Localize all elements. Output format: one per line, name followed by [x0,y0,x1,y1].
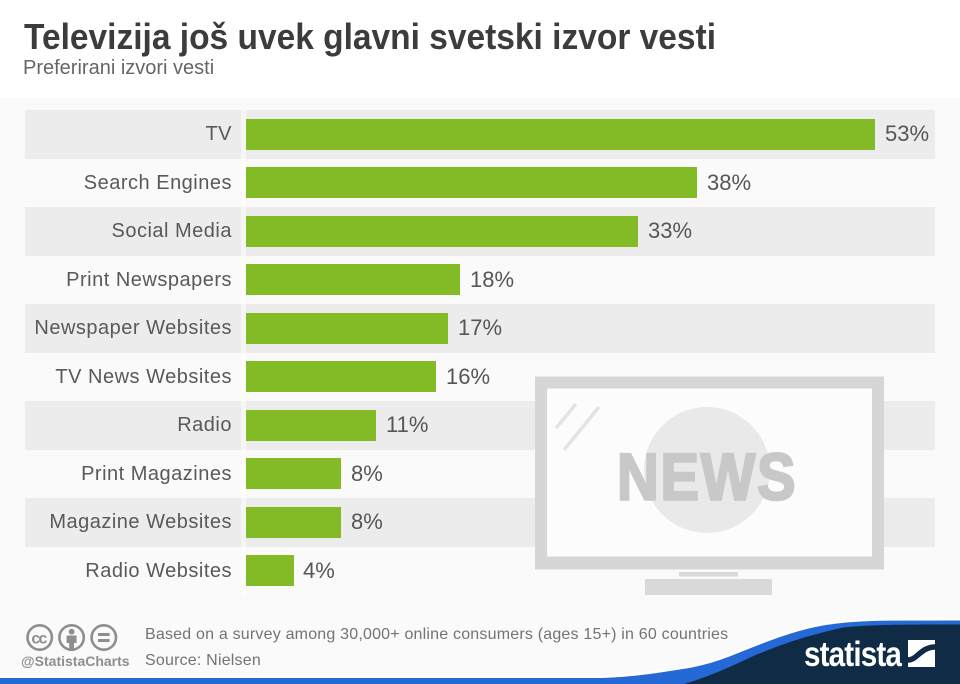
svg-text:cc: cc [31,630,47,647]
svg-text:NEWS: NEWS [617,441,797,514]
